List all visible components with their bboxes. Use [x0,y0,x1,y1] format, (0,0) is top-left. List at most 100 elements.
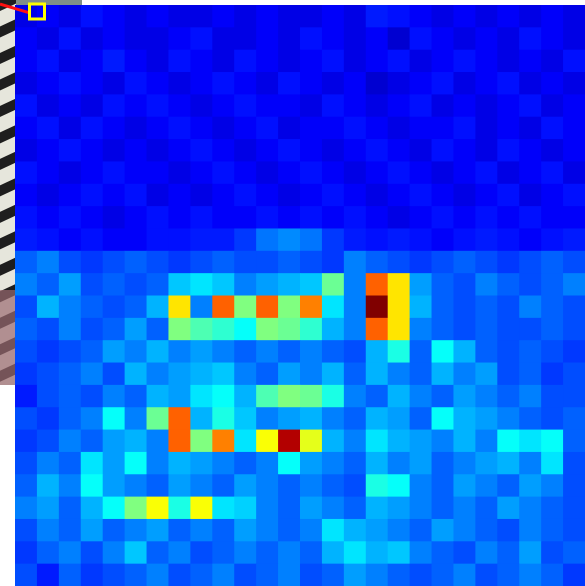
heatmap-cell [541,519,563,542]
heatmap-cell [563,474,585,497]
heatmap-cell [519,318,541,341]
heatmap-cell [388,228,410,251]
heatmap-cell [366,452,388,475]
heatmap-cell [366,519,388,542]
heatmap-cell [344,94,366,117]
heatmap-cell [497,452,519,475]
heatmap-cell [168,27,190,50]
heatmap-cell [125,273,147,296]
heatmap-cell [190,94,212,117]
heatmap-cell [519,228,541,251]
heatmap-cell [125,564,147,586]
heatmap-cell [300,363,322,386]
heatmap-cell [388,430,410,453]
heatmap-cell [541,228,563,251]
heatmap-cell [410,184,432,207]
heatmap-cell [563,385,585,408]
heatmap-cell [234,519,256,542]
heatmap-cell [388,385,410,408]
heatmap-cell [344,251,366,274]
heatmap-cell [563,519,585,542]
heatmap-cell [300,27,322,50]
heatmap-cell [147,161,169,184]
heatmap-cell [453,184,475,207]
heatmap-cell [278,273,300,296]
heatmap-cell [497,5,519,28]
heatmap-cell [563,94,585,117]
heatmap-cell [366,161,388,184]
heatmap-cell [519,206,541,229]
heatmap-cell [278,161,300,184]
heatmap-cell [59,519,81,542]
heatmap-cell [190,228,212,251]
heatmap-cell [453,161,475,184]
heatmap-cell [168,430,190,453]
heatmap-cell [37,184,59,207]
heatmap-cell [15,184,37,207]
heatmap-cell [410,430,432,453]
heatmap-cell [190,139,212,162]
heatmap-cell [388,318,410,341]
heatmap-cell [15,497,37,520]
heatmap-cell [388,72,410,95]
heatmap-cell [125,385,147,408]
heatmap-cell [168,340,190,363]
heatmap-cell [234,161,256,184]
heatmap-cell [410,228,432,251]
heatmap-cell [256,50,278,73]
heatmap-cell [410,27,432,50]
heatmap-cell [497,340,519,363]
heatmap-cell [344,228,366,251]
heatmap-cell [366,251,388,274]
heatmap-cell [432,50,454,73]
heatmap-cell [344,318,366,341]
heatmap-cell [453,273,475,296]
heatmap-cell [563,251,585,274]
heatmap-cell [344,564,366,586]
heatmap-cell [300,139,322,162]
heatmap-cell [300,184,322,207]
heatmap-cell [59,139,81,162]
heatmap-cell [234,27,256,50]
heatmap-cell [563,228,585,251]
heatmap-cell [541,541,563,564]
heatmap-cell [453,541,475,564]
heatmap-cell [519,296,541,319]
heatmap-cell [256,564,278,586]
heatmap-cell [300,519,322,542]
heatmap-cell [541,27,563,50]
heatmap-cell [366,385,388,408]
heatmap-cell [497,50,519,73]
heatmap-cell [300,5,322,28]
heatmap-cell [388,564,410,586]
heatmap-cell [37,50,59,73]
heatmap-cell [103,497,125,520]
heatmap-cell [497,251,519,274]
heatmap-cell [432,452,454,475]
heatmap-cell [519,117,541,140]
heatmap-cell [453,50,475,73]
heatmap-cell [366,541,388,564]
heatmap-cell [563,273,585,296]
heatmap-cell [125,161,147,184]
heatmap-cell [81,139,103,162]
heatmap-cell [103,50,125,73]
heatmap-cell [190,407,212,430]
heatmap-cell [234,430,256,453]
heatmap-cell [322,452,344,475]
heatmap-cell [15,206,37,229]
heatmap-cell [37,228,59,251]
heatmap-cell [475,184,497,207]
heatmap-cell [300,340,322,363]
heatmap-cell [563,430,585,453]
heatmap-cell [190,541,212,564]
heatmap-cell [300,72,322,95]
heatmap-cell [256,117,278,140]
heatmap-cell [410,340,432,363]
heatmap-cell [344,72,366,95]
heatmap-cell [475,117,497,140]
heatmap-cell [322,273,344,296]
heatmap-cell [541,206,563,229]
heatmap-cell [541,5,563,28]
heatmap-cell [453,318,475,341]
